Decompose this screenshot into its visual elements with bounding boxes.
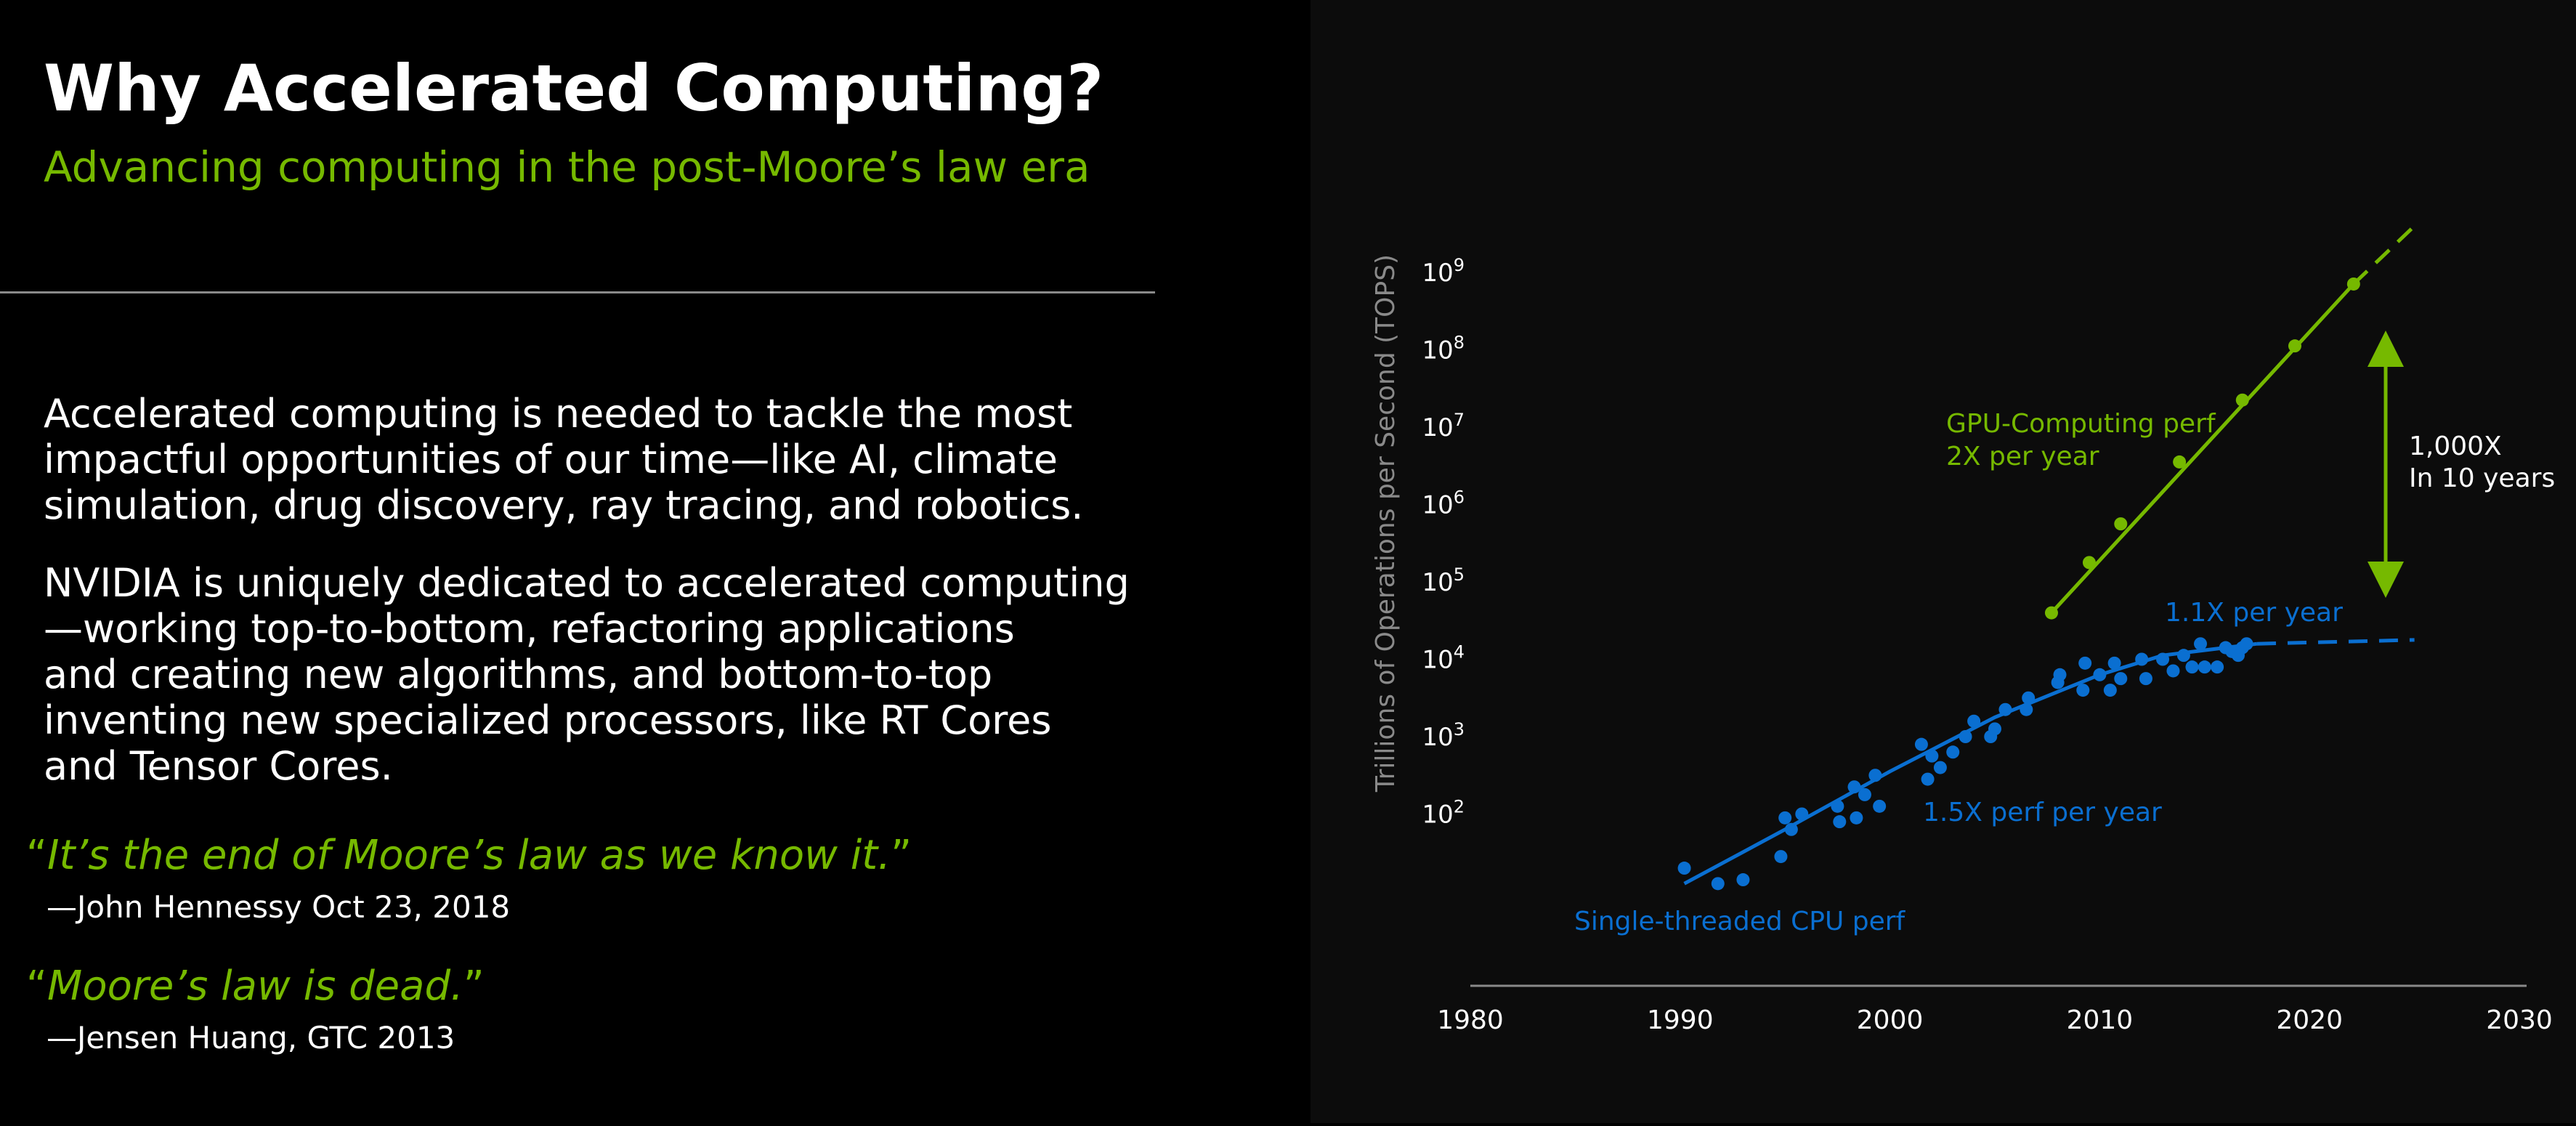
paragraph-intro: Accelerated computing is needed to tackl… — [44, 391, 1177, 528]
slide-title: Why Accelerated Computing? — [44, 51, 1104, 126]
cpu-data-point — [2166, 664, 2180, 678]
x-tick-label: 2020 — [2276, 1005, 2343, 1035]
cpu-data-point — [1847, 780, 1861, 794]
gap-value-label: 1,000X — [2409, 432, 2502, 461]
cpu-data-point — [1925, 749, 1939, 763]
gpu-data-point — [2173, 455, 2187, 469]
gpu-projection-line — [2352, 224, 2416, 285]
gpu-data-point — [2114, 517, 2128, 531]
chart-panel: Trillions of Operations per Second (TOPS… — [1311, 0, 2576, 1123]
cpu-data-point — [2240, 637, 2253, 651]
cpu-data-point — [1778, 811, 1792, 825]
cpu-rate-early-label: 1.5X perf per year — [1923, 798, 2162, 827]
quote-huang: “Moore’s law is dead.” — [26, 963, 485, 1010]
cpu-data-point — [1933, 761, 1947, 774]
cpu-data-point — [1736, 873, 1750, 887]
cpu-data-point — [1873, 799, 1887, 813]
quote-hennessy-author: —John Hennessy Oct 23, 2018 — [46, 889, 511, 925]
quote-hennessy: “It’s the end of Moore’s law as we know … — [26, 832, 912, 879]
y-tick-label: 107 — [1422, 410, 1465, 442]
cpu-data-point — [1967, 714, 1981, 728]
cpu-data-point — [1831, 799, 1844, 813]
cpu-data-point — [2076, 684, 2090, 697]
gpu-rate-label: 2X per year — [1946, 442, 2099, 471]
y-axis-label: Trillions of Operations per Second (TOPS… — [1371, 254, 1401, 793]
cpu-data-point — [1850, 811, 1863, 825]
cpu-data-point — [2176, 649, 2190, 663]
cpu-data-point — [1711, 877, 1725, 891]
cpu-data-point — [1959, 730, 1972, 743]
x-tick-label: 1980 — [1437, 1005, 1504, 1035]
paragraph-line: simulation, drug discovery, ray tracing,… — [44, 482, 1084, 528]
divider — [0, 291, 1155, 293]
cpu-data-point — [2022, 691, 2036, 705]
cpu-data-point — [2020, 702, 2033, 716]
cpu-data-point — [1795, 807, 1809, 821]
y-tick-label: 108 — [1422, 333, 1465, 365]
cpu-data-point — [1998, 702, 2012, 716]
cpu-data-point — [2103, 684, 2117, 697]
cpu-data-point — [2156, 652, 2170, 666]
paragraph-line: inventing new specialized processors, li… — [44, 697, 1052, 743]
y-tick-label: 109 — [1422, 255, 1465, 288]
x-tick-label: 2000 — [1857, 1005, 1924, 1035]
y-tick-label: 103 — [1422, 719, 1465, 752]
x-tick-label: 1990 — [1647, 1005, 1714, 1035]
cpu-data-point — [1868, 769, 1882, 782]
performance-chart: Trillions of Operations per Second (TOPS… — [1371, 224, 2555, 1035]
cpu-data-point — [2093, 668, 2107, 681]
x-tick-label: 2010 — [2067, 1005, 2134, 1035]
text-panel: Why Accelerated Computing? Advancing com… — [0, 51, 1177, 1056]
cpu-trend-line — [1683, 641, 2258, 886]
y-tick-label: 102 — [1422, 797, 1465, 830]
cpu-data-point — [2139, 672, 2152, 686]
quote-huang-author: —Jensen Huang, GTC 2013 — [46, 1020, 455, 1056]
gpu-data-point — [2235, 393, 2249, 407]
cpu-data-point — [2211, 660, 2224, 674]
y-tick-label: 104 — [1422, 642, 1465, 675]
cpu-data-point — [1858, 787, 1871, 801]
y-tick-label: 106 — [1422, 487, 1465, 520]
paragraph-line: impactful opportunities of our time—like… — [44, 437, 1058, 482]
gpu-trend-line — [2050, 283, 2355, 615]
gpu-series-label: GPU-Computing perf — [1946, 409, 2216, 439]
y-tick-label: 105 — [1422, 564, 1465, 597]
cpu-data-point — [2194, 637, 2208, 651]
gpu-data-point — [2288, 339, 2301, 353]
paragraph-line: Accelerated computing is needed to tackl… — [44, 391, 1073, 437]
gpu-data-point — [2082, 556, 2096, 570]
gap-period-label: In 10 years — [2409, 463, 2555, 493]
cpu-data-point — [2198, 660, 2211, 674]
cpu-projection-line — [2256, 638, 2415, 646]
paragraph-line: and Tensor Cores. — [44, 743, 393, 789]
paragraph-line: and creating new algorithms, and bottom-… — [44, 652, 993, 697]
cpu-data-point — [1946, 745, 1960, 759]
cpu-data-point — [2053, 668, 2067, 681]
cpu-data-point — [1774, 850, 1788, 864]
cpu-series-label: Single-threaded CPU perf — [1574, 907, 1906, 936]
cpu-data-point — [2185, 660, 2199, 674]
cpu-data-point — [1784, 822, 1798, 836]
cpu-data-point — [1914, 737, 1928, 751]
cpu-data-point — [1833, 815, 1847, 829]
paragraph-line: —working top-to-bottom, refactoring appl… — [44, 606, 1015, 652]
cpu-data-point — [1921, 772, 1935, 786]
paragraph-nvidia: NVIDIA is uniquely dedicated to accelera… — [44, 560, 1177, 789]
cpu-data-point — [2114, 672, 2128, 686]
cpu-rate-late-label: 1.1X per year — [2165, 598, 2343, 628]
x-tick-label: 2030 — [2486, 1005, 2553, 1035]
cpu-data-point — [1677, 862, 1691, 875]
cpu-data-point — [2107, 656, 2121, 670]
cpu-data-point — [1988, 722, 2001, 736]
gpu-data-point — [2346, 277, 2360, 291]
cpu-data-point — [2078, 656, 2092, 670]
cpu-data-point — [2135, 652, 2149, 666]
slide-subtitle: Advancing computing in the post-Moore’s … — [44, 142, 1090, 192]
gpu-data-point — [2044, 606, 2058, 620]
paragraph-line: NVIDIA is uniquely dedicated to accelera… — [44, 560, 1130, 606]
